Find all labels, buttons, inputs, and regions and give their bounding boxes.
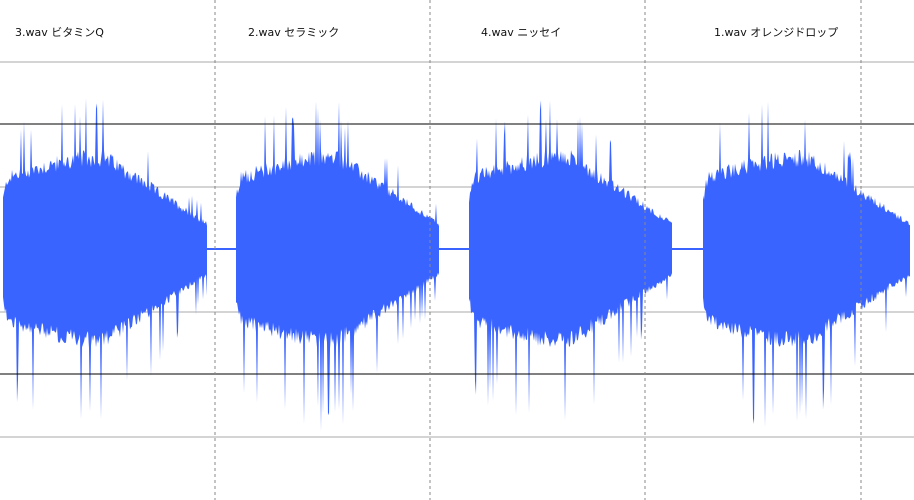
audio-waveform[interactable] xyxy=(703,101,910,428)
audio-waveform[interactable] xyxy=(236,101,439,431)
audio-waveform[interactable] xyxy=(469,100,672,421)
audio-waveform[interactable] xyxy=(3,98,207,420)
clip-boundaries xyxy=(214,0,862,500)
waveforms[interactable] xyxy=(3,98,910,431)
clip-labels: 3.wav ビタミンQ 2.wav セラミック 4.wav ニッセイ 1.wav… xyxy=(15,26,838,39)
clip-label: 3.wav ビタミンQ xyxy=(15,26,104,39)
clip-label: 1.wav オレンジドロップ xyxy=(714,26,838,39)
clip-label: 2.wav セラミック xyxy=(248,26,339,39)
clip-label: 4.wav ニッセイ xyxy=(481,26,561,39)
reference-lines xyxy=(0,123,914,375)
